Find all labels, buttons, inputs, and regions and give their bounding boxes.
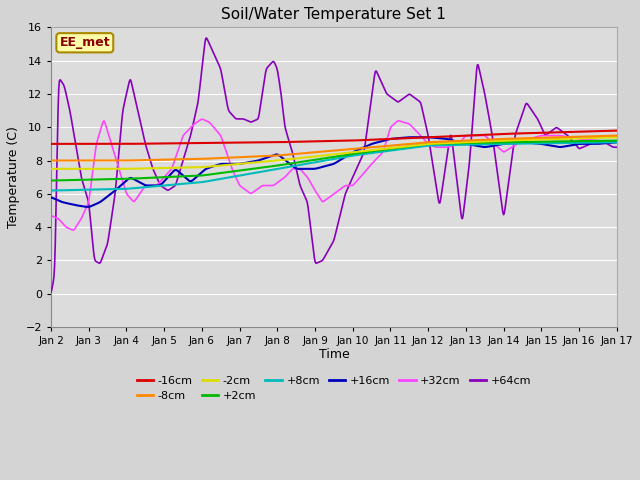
Text: EE_met: EE_met xyxy=(60,36,110,49)
X-axis label: Time: Time xyxy=(319,348,349,360)
Legend: -16cm, -8cm, -2cm, +2cm, +8cm, +16cm, +32cm, +64cm: -16cm, -8cm, -2cm, +2cm, +8cm, +16cm, +3… xyxy=(132,371,536,406)
Title: Soil/Water Temperature Set 1: Soil/Water Temperature Set 1 xyxy=(221,7,446,22)
Y-axis label: Temperature (C): Temperature (C) xyxy=(7,126,20,228)
